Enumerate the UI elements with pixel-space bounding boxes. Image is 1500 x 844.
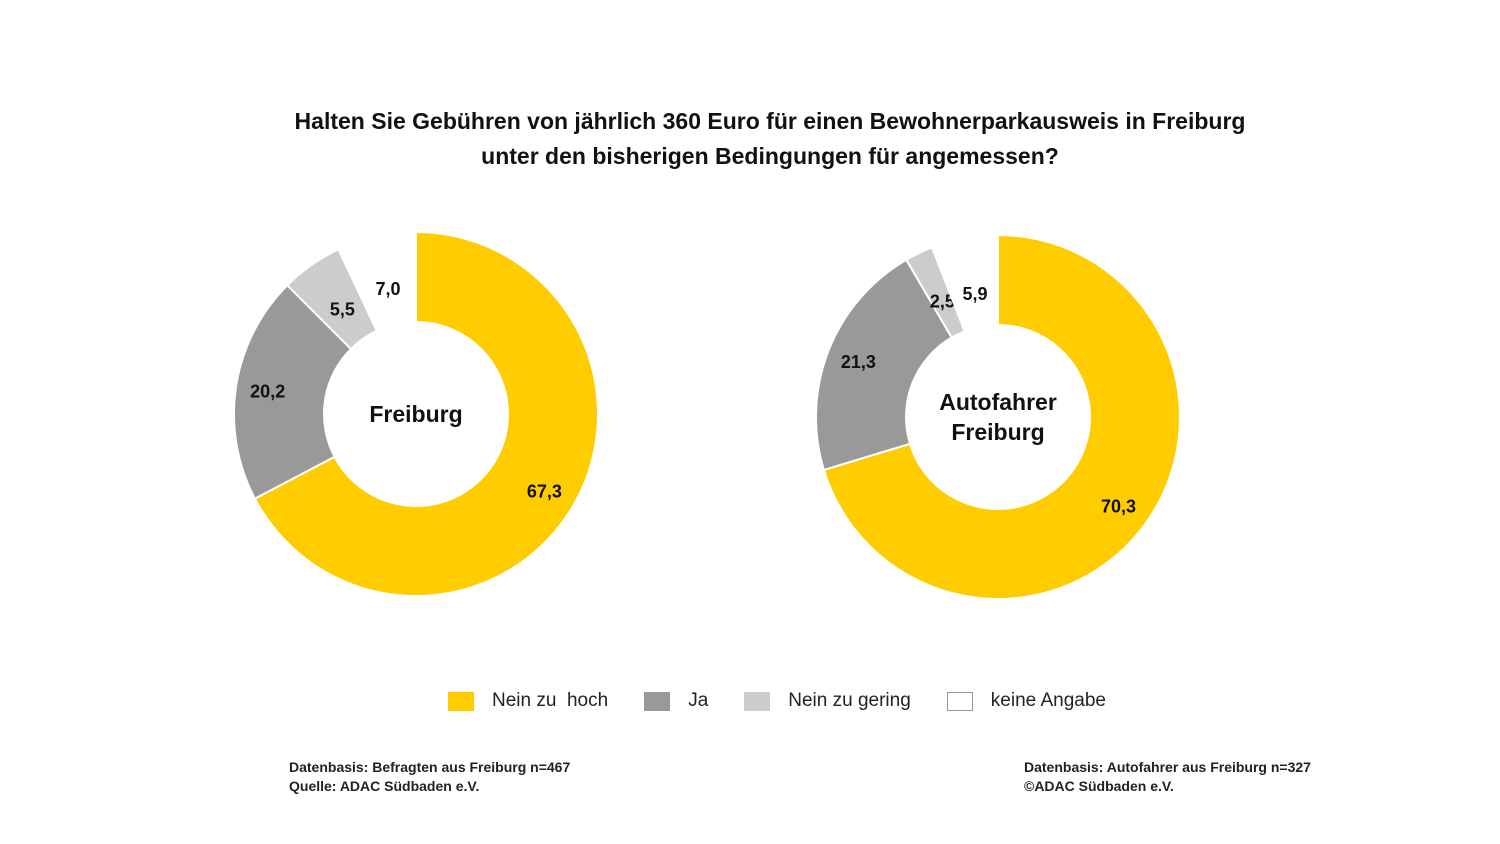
chart-title-line-1: Halten Sie Gebühren von jährlich 360 Eur… [294,108,1246,134]
donut-2-data-label-keine-angabe: 5,9 [962,284,987,304]
legend-label-nein-zu-hoch: Nein zu hoch [492,690,609,711]
donut-1-data-label-keine-angabe: 7,0 [376,279,401,299]
donut-1-data-label-nein-zu-gering: 5,5 [330,299,355,319]
donut-chart-1: 67,3 20,2 5,5 7,0 Freiburg [233,230,599,597]
donut-2-center-label-2: Freiburg [951,419,1044,445]
donut-2-data-label-ja: 21,3 [841,352,876,372]
legend: Nein zu hoch Ja Nein zu gering keine Angabe [448,686,1142,716]
donut-1-slice-nein-zu-hoch [253,230,599,597]
donut-2-slice-ja [815,258,954,472]
legend-item-nein-zu-gering: Nein zu gering [744,690,911,712]
donut-1-slice-keine-angabe [337,230,417,333]
donut-2-slice-nein-zu-hoch [822,233,1181,600]
chart-title-line-2: unter den bisherigen Bedingungen für ang… [481,143,1059,169]
donut-1-center-label-1: Freiburg [369,401,462,427]
legend-swatch-ja [644,691,671,711]
donut-2-data-label-nein-zu-hoch: 70,3 [1101,496,1136,516]
footnote-right-copyright: ©ADAC Südbaden e.V. [1024,778,1174,794]
legend-item-ja: Ja [644,690,708,712]
legend-swatch-keine-angabe [946,691,973,711]
footnote-left: Datenbasis: Befragten aus Freiburg n=467… [289,758,570,796]
footnote-left-source: Quelle: ADAC Südbaden e.V. [289,778,480,794]
legend-label-ja: Ja [688,690,709,711]
donut-chart-2: 70,3 21,3 2,5 5,9 Autofahrer Freiburg [815,233,1181,600]
donut-2-slice-keine-angabe [930,233,999,333]
donut-1-slice-ja [233,283,353,501]
legend-swatch-nein-zu-hoch [448,691,474,711]
legend-item-keine-angabe: keine Angabe [946,690,1106,712]
footnote-left-datenbasis: Datenbasis: Befragten aus Freiburg n=467 [289,759,571,775]
legend-label-nein-zu-gering: Nein zu gering [788,690,911,711]
footnote-right-datenbasis: Datenbasis: Autofahrer aus Freiburg n=32… [1024,759,1311,775]
legend-label-keine-angabe: keine Angabe [990,690,1106,711]
footnote-right: Datenbasis: Autofahrer aus Freiburg n=32… [1024,758,1311,796]
donut-2-center-label-1: Autofahrer [939,389,1057,415]
donut-2-data-label-nein-zu-gering: 2,5 [930,292,955,312]
donut-1-data-label-nein-zu-hoch: 67,3 [527,482,562,502]
chart-title: Halten Sie Gebühren von jährlich 360 Eur… [0,104,1500,174]
donut-1-data-label-ja: 20,2 [250,381,285,401]
legend-swatch-nein-zu-gering [744,691,771,711]
legend-item-nein-zu-hoch: Nein zu hoch [448,690,608,712]
